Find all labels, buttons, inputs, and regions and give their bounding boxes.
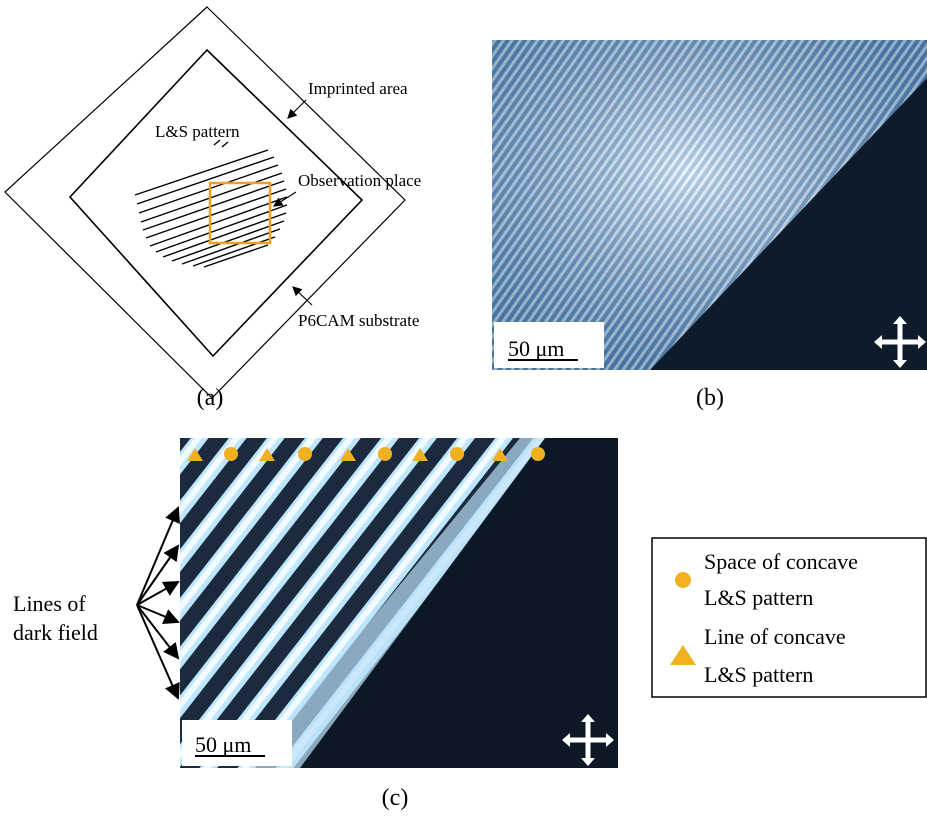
scale-bar-label: 50 μm (195, 732, 251, 757)
label: Imprinted area (308, 79, 408, 98)
panel-b (492, 40, 927, 370)
caption: (c) (382, 785, 409, 811)
label: L&S pattern (155, 122, 240, 141)
arrow (274, 192, 296, 206)
legend-label: Line of concave (704, 624, 846, 649)
annotation: Lines of (13, 591, 86, 616)
caption: (b) (696, 385, 724, 411)
label: P6CAM substrate (298, 311, 419, 330)
legend-label: Space of concave (704, 549, 858, 574)
arrow (288, 100, 306, 118)
caption: (a) (197, 385, 224, 411)
panel-a (5, 7, 405, 398)
arrow (293, 287, 312, 305)
legend-label: L&S pattern (704, 585, 813, 610)
legend-marker (675, 572, 691, 588)
scale-bar-label: 50 μm (508, 336, 564, 361)
label: Observation place (298, 171, 421, 190)
substrate-outline (5, 7, 405, 398)
annotation: dark field (13, 620, 98, 645)
figure: Imprinted area L&S pattern Observation p… (0, 0, 927, 816)
legend-label: L&S pattern (704, 662, 813, 687)
